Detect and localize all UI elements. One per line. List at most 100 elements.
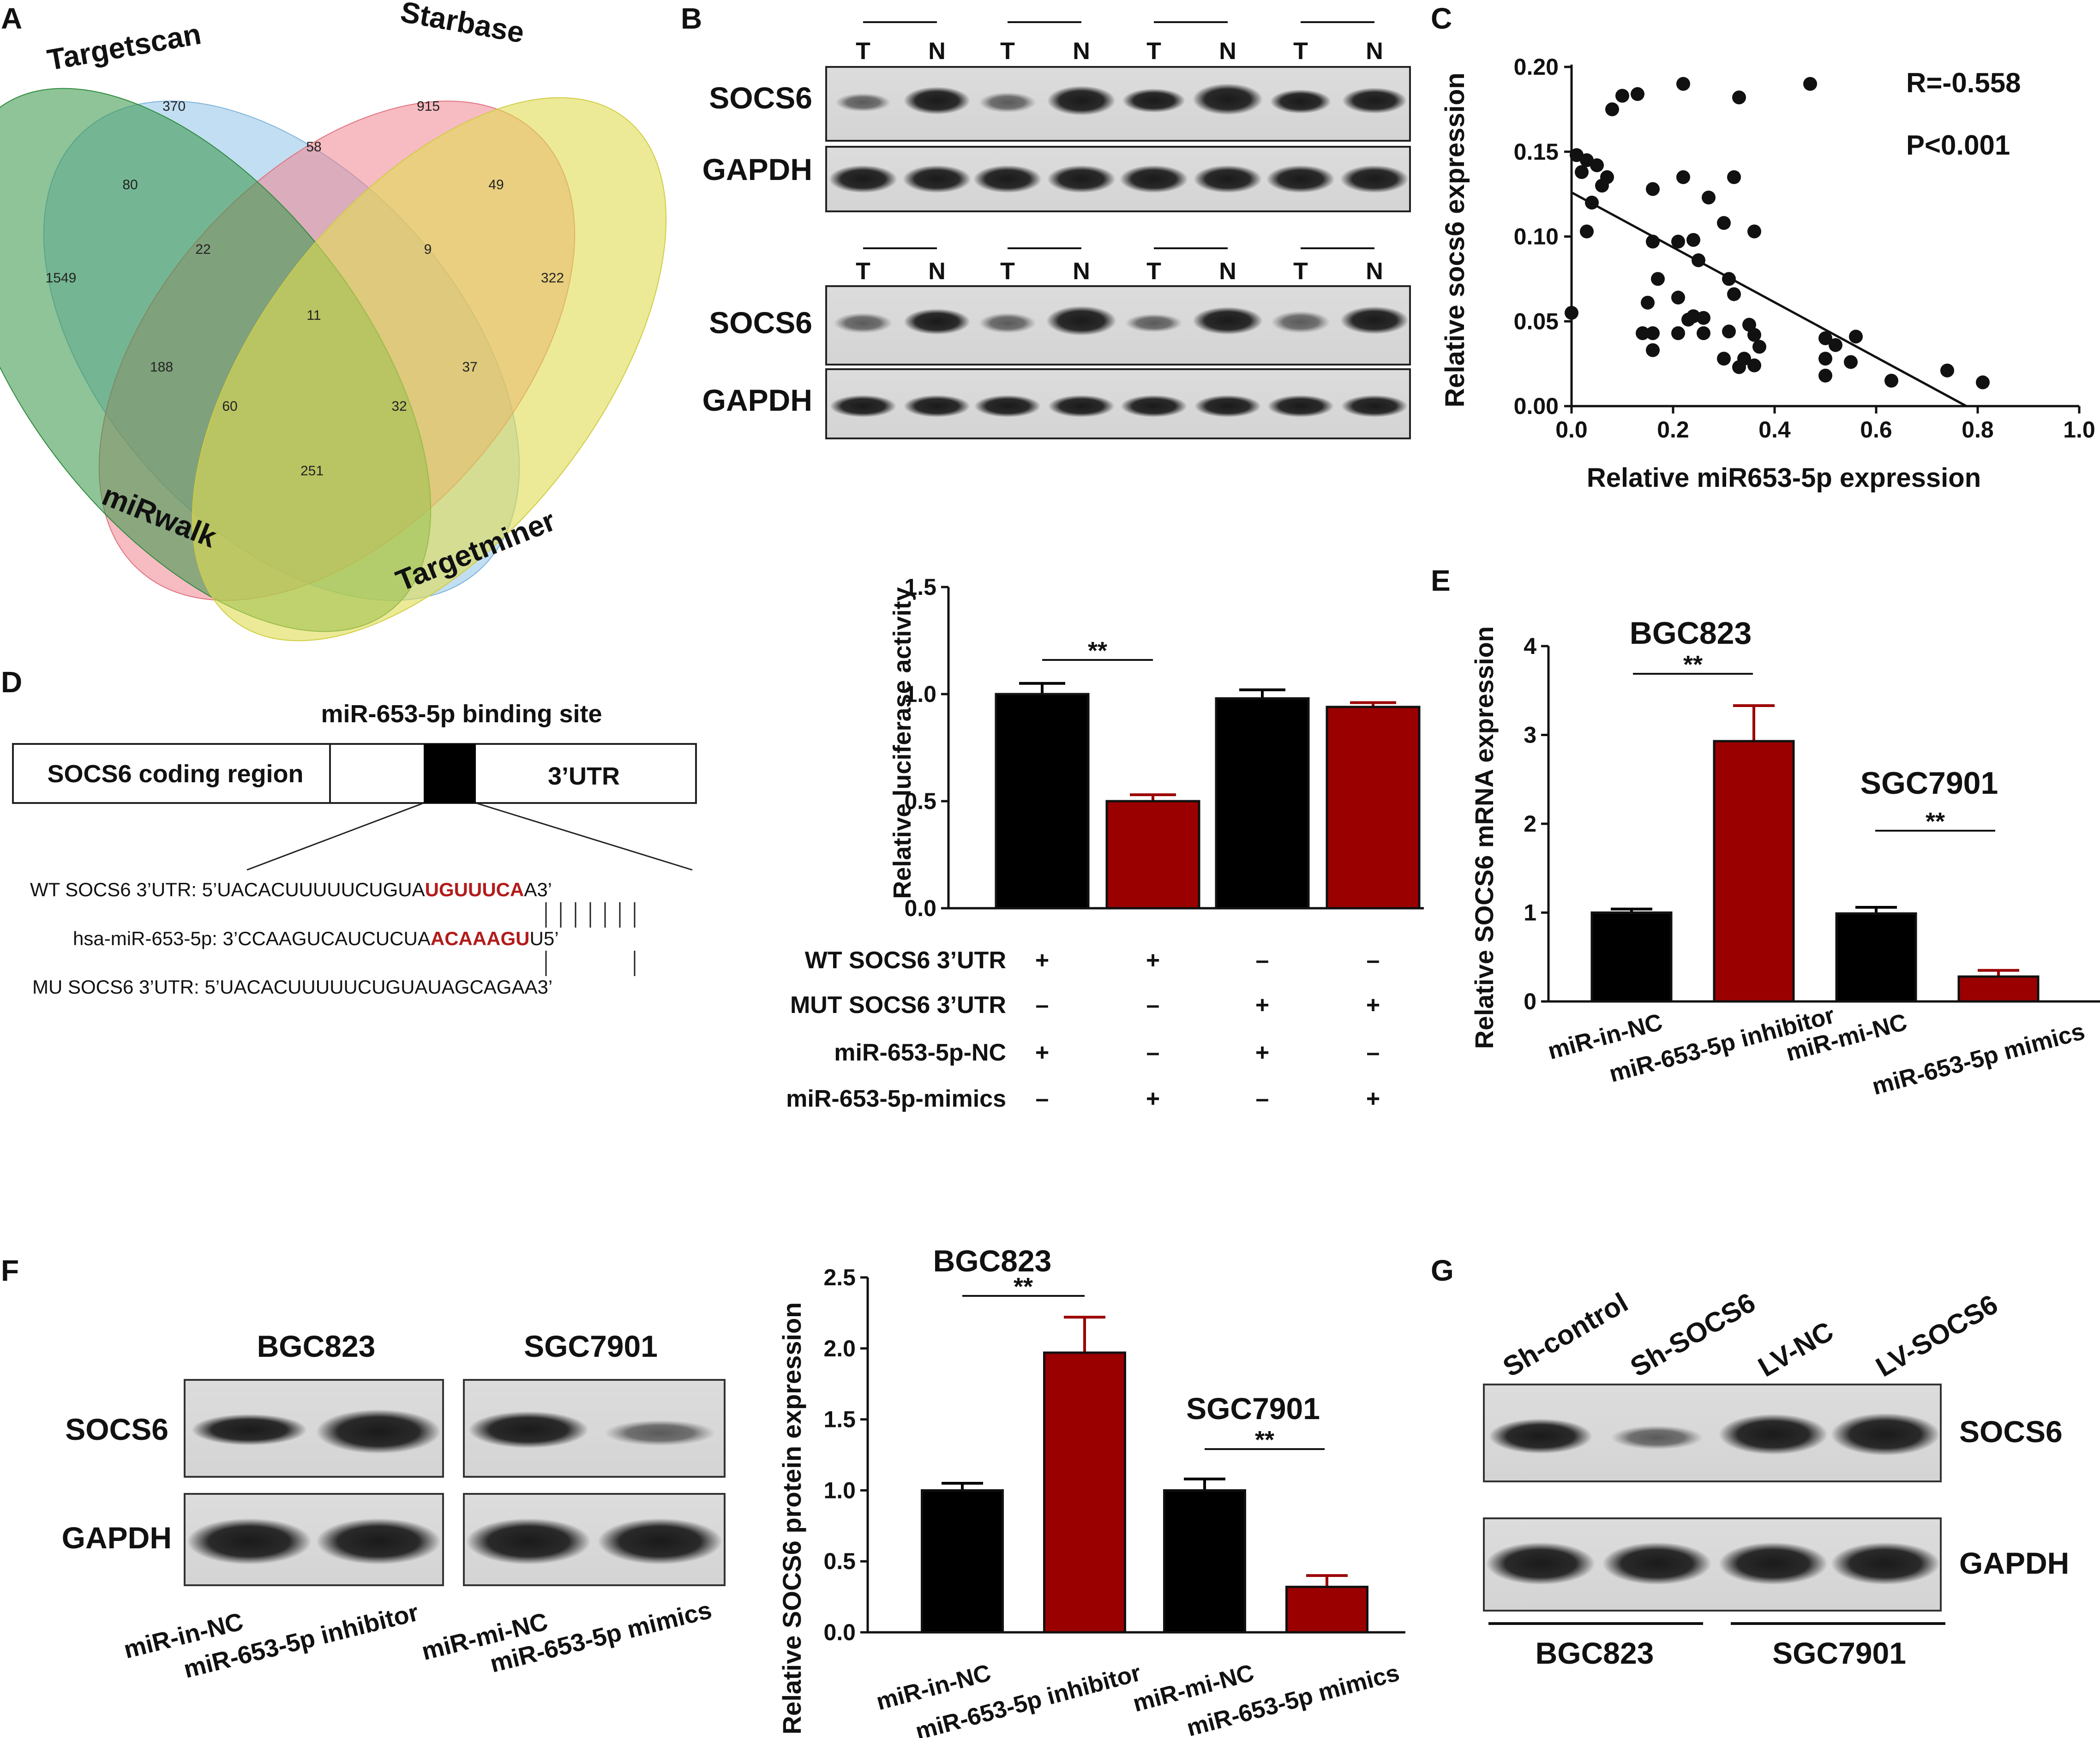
scatter-point — [1818, 331, 1832, 345]
venn-count: 58 — [306, 139, 321, 155]
scatter-point — [1646, 234, 1660, 249]
x-axis-label: Relative miR653-5p expression — [1587, 463, 1981, 493]
panel-b-blots: T N T N T N T N SOCS6 GAPDH — [702, 21, 1411, 439]
blot-label-socs6: SOCS6 — [1959, 1414, 2063, 1449]
group-label-sgc7901: SGC7901 — [1772, 1636, 1906, 1670]
scatter-point — [1590, 158, 1604, 173]
scatter-point — [1976, 375, 1990, 390]
blot-label-gapdh: GAPDH — [1959, 1546, 2069, 1580]
venn-count: 32 — [391, 399, 407, 414]
scatter-chart: 0.0 0.2 0.4 0.6 0.8 1.0 0.00 0.05 0.10 0.15 0.20 R… — [1440, 54, 2095, 493]
protein-chart: 0.0 0.5 1.0 1.5 2.0 2.5 Relative SOCS6 protei… — [777, 1244, 1405, 1738]
bands-socs6-1 — [835, 84, 1407, 115]
scatter-point — [1722, 324, 1736, 339]
venn-count: 80 — [122, 177, 138, 192]
bar — [1215, 697, 1310, 910]
scatter-point — [1849, 330, 1863, 344]
condition-mark: – — [1036, 992, 1049, 1019]
group-label-bgc823: BGC823 — [1536, 1636, 1654, 1670]
bar — [1043, 1351, 1126, 1634]
scatter-point — [1747, 358, 1761, 372]
y-tick-label: 3 — [1524, 722, 1536, 748]
y-tick-label: 0.15 — [1514, 139, 1559, 165]
scatter-point — [1717, 216, 1731, 230]
protein-bars — [921, 1316, 1368, 1634]
scatter-point — [1646, 182, 1660, 196]
condition-label: miR-653-5p-NC — [834, 1039, 1006, 1066]
lane-label: Sh-control — [1498, 1287, 1633, 1383]
correlation-r: R=-0.558 — [1906, 67, 2021, 98]
scatter-point — [1940, 363, 1954, 378]
panel-label-e: E — [1431, 564, 1451, 597]
sig-bracket: ** — [1875, 808, 1995, 835]
condition-mark: – — [1256, 947, 1269, 974]
y-tick-label: 2.0 — [823, 1336, 856, 1361]
scatter-point — [1676, 170, 1690, 184]
significance-stars: ** — [1683, 651, 1703, 678]
sig-bracket: ** — [1042, 637, 1153, 665]
scatter-point — [1605, 102, 1619, 116]
significance-stars: ** — [1926, 808, 1945, 835]
bar — [1835, 912, 1917, 1003]
wt-seed-match: UGUUUCA — [425, 879, 524, 900]
bands-f — [187, 1409, 722, 1564]
scatter-point — [1641, 295, 1655, 310]
group-label-bgc823: BGC823 — [933, 1244, 1052, 1278]
scatter-point — [1702, 190, 1716, 204]
venn-count: 11 — [306, 308, 321, 323]
panel-label-a: A — [1, 2, 22, 35]
scatter-point — [1844, 355, 1858, 369]
scatter-point — [1671, 234, 1685, 249]
venn-count: 251 — [300, 463, 324, 479]
group-label-sgc7901: SGC7901 — [1186, 1391, 1320, 1426]
scatter-point — [1803, 77, 1817, 91]
scatter-point — [1884, 373, 1898, 388]
venn-count: 37 — [462, 360, 477, 375]
lane-label: T — [1293, 258, 1308, 285]
scatter-point — [1818, 368, 1832, 383]
scatter-axes: 0.0 0.2 0.4 0.6 0.8 1.0 0.00 0.05 0.10 0.15 0.20 — [1514, 54, 2095, 443]
group-label-sgc7901: SGC7901 — [1860, 766, 1998, 801]
panel-label-g: G — [1431, 1254, 1454, 1287]
bar — [921, 1489, 1004, 1634]
panel-label-c: C — [1431, 2, 1452, 35]
panel-label-f: F — [1, 1254, 19, 1287]
blot-label-gapdh: GAPDH — [62, 1521, 172, 1555]
lane-label: T — [1293, 38, 1308, 65]
x-tick-label: 1.0 — [2063, 417, 2095, 443]
y-axis-label: Relative SOCS6 protein expression — [777, 1302, 806, 1735]
correlation-p: P<0.001 — [1906, 130, 2010, 161]
bar — [1590, 911, 1673, 1003]
venn-count: 322 — [541, 270, 564, 286]
scatter-point — [1818, 352, 1832, 366]
venn-count: 370 — [162, 99, 186, 114]
bar — [1285, 1586, 1368, 1634]
scatter-point — [1646, 343, 1660, 357]
y-tick-label: 0.10 — [1514, 224, 1559, 250]
bands-gapdh-2 — [830, 395, 1408, 417]
bar — [1163, 1489, 1246, 1634]
sig-bracket: ** — [962, 1273, 1085, 1301]
condition-mark: + — [1146, 947, 1160, 974]
significance-stars: ** — [1088, 637, 1107, 665]
lane-label: N — [1073, 258, 1090, 285]
group-label-sgc7901: SGC7901 — [524, 1329, 658, 1363]
scatter-point — [1646, 326, 1660, 340]
y-tick-label: 1.5 — [904, 574, 936, 600]
condition-mark: + — [1035, 1039, 1049, 1066]
condition-mark: + — [1255, 992, 1269, 1019]
lane-label: T — [856, 258, 870, 285]
lane-label: LV-SOCS6 — [1871, 1289, 2003, 1383]
luciferase-bars — [995, 682, 1421, 910]
mrna-bars — [1590, 704, 2040, 1003]
scatter-point — [1631, 87, 1644, 101]
scatter-point — [1732, 90, 1746, 105]
bar — [1326, 706, 1421, 910]
scatter-point — [1697, 311, 1710, 325]
panel-label-d: D — [1, 665, 22, 699]
wt-sequence: WT SOCS6 3’UTR: 5’UACACUUUUUCUGUAUGUUUCA… — [30, 879, 552, 900]
lane-header-set-2: T N T N T N T N — [856, 247, 1383, 285]
x-tick-label: 0.6 — [1860, 417, 1892, 443]
venn-count: 1549 — [46, 270, 77, 286]
condition-label: WT SOCS6 3’UTR — [805, 947, 1006, 974]
